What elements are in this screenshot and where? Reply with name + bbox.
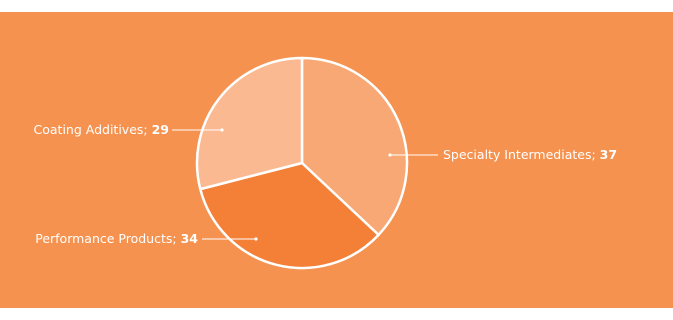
pie-slices	[195, 56, 409, 270]
data-label-performance-products: Performance Products; 34	[35, 231, 198, 246]
data-label-specialty-intermediates: Specialty Intermediates; 37	[443, 147, 617, 162]
leader-lines	[172, 129, 438, 240]
label-separator: ;	[172, 231, 180, 246]
leader-dot-performance-products	[254, 237, 258, 241]
label-separator: ;	[143, 122, 151, 137]
pie-slice-performance-products	[199, 161, 380, 270]
label-value: 29	[152, 122, 169, 137]
leader-dots	[220, 128, 392, 241]
label-value: 37	[600, 147, 617, 162]
label-separator: ;	[591, 147, 599, 162]
leader-dot-coating-additives	[220, 128, 224, 132]
pie-slice-specialty-intermediates	[300, 56, 409, 237]
label-name: Performance Products	[35, 231, 172, 246]
label-name: Coating Additives	[34, 122, 144, 137]
leader-dot-specialty-intermediates	[388, 153, 392, 157]
pie-slice-coating-additives	[195, 56, 304, 191]
label-name: Specialty Intermediates	[443, 147, 591, 162]
label-value: 34	[181, 231, 199, 246]
data-label-coating-additives: Coating Additives; 29	[34, 122, 169, 137]
